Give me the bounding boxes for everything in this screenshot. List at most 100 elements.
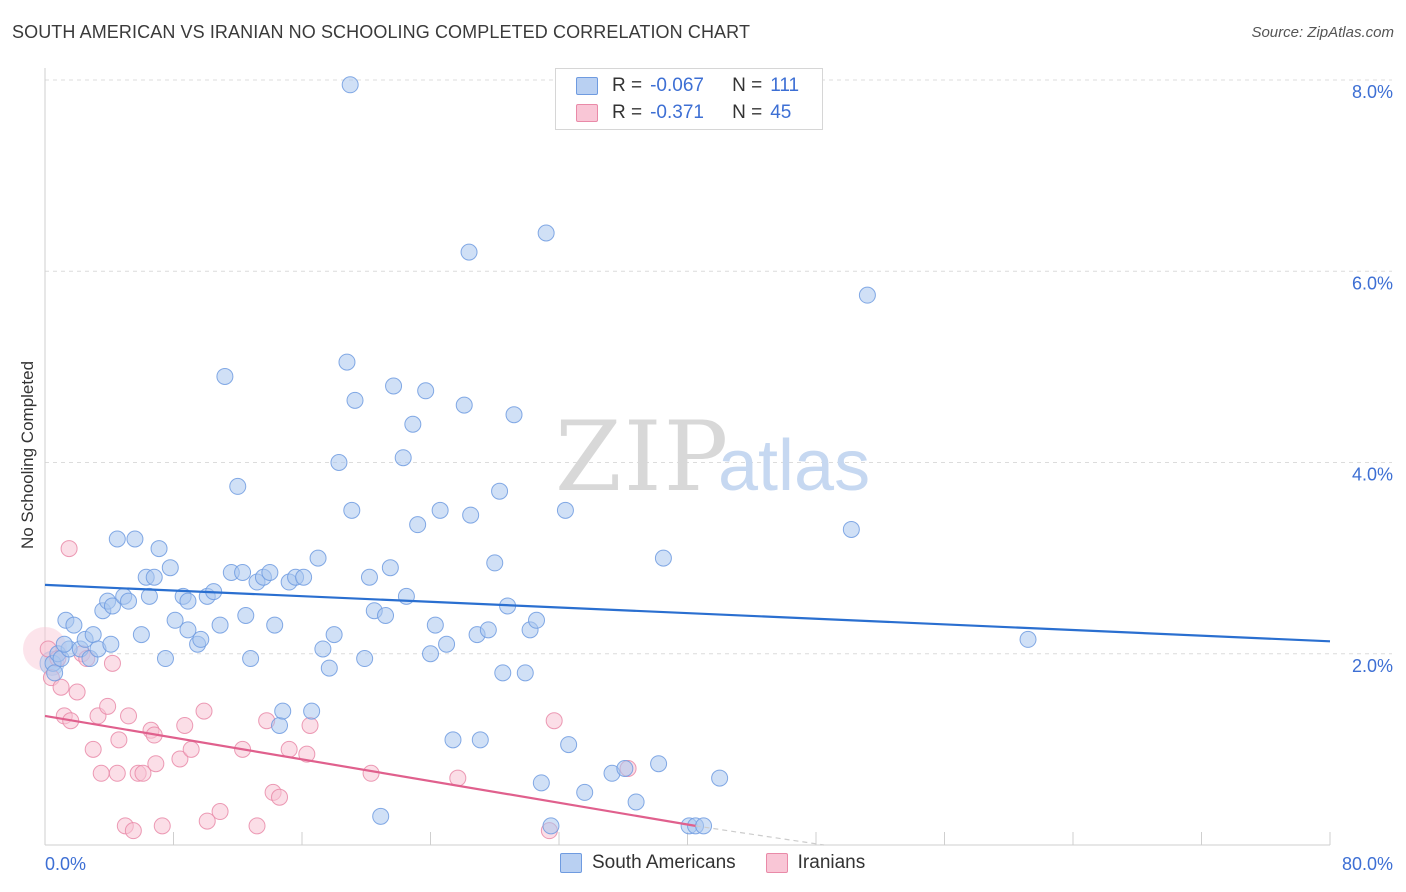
south-american-point xyxy=(377,607,395,624)
iranian-point xyxy=(280,740,298,758)
south-american-point xyxy=(102,635,120,653)
iranian-point xyxy=(182,740,200,758)
legend-n-value: 45 xyxy=(770,102,792,123)
iranian-point xyxy=(176,716,194,734)
iranian-point xyxy=(103,654,121,672)
south-american-point xyxy=(179,592,197,610)
south-american-point xyxy=(126,530,144,548)
south-american-point xyxy=(426,616,444,634)
south-american-point xyxy=(229,477,247,495)
south-american-point xyxy=(303,702,321,720)
south-american-point xyxy=(295,568,313,586)
south-american-point xyxy=(385,377,403,395)
south-american-point xyxy=(409,516,427,534)
south-american-point xyxy=(330,454,348,471)
south-american-point xyxy=(438,635,456,653)
y-tick-label: 6.0% xyxy=(1352,273,1393,293)
south-american-point xyxy=(422,645,439,663)
south-american-point xyxy=(166,611,184,629)
south-american-point xyxy=(145,568,163,586)
south-american-point xyxy=(560,736,578,754)
legend-n-label: N = xyxy=(732,75,763,96)
south-american-point xyxy=(343,501,361,519)
south-american-point xyxy=(108,530,126,548)
south-american-point xyxy=(711,769,729,787)
south-american-point xyxy=(444,731,462,749)
legend-r-value: -0.371 xyxy=(650,102,704,123)
legend-swatch-pink xyxy=(765,853,788,873)
legend-swatch-blue xyxy=(576,77,598,95)
legend-swatch-blue xyxy=(560,853,582,873)
south-american-point xyxy=(84,626,102,644)
south-american-point xyxy=(346,391,364,409)
iranian-point xyxy=(108,764,126,782)
south-american-point xyxy=(46,664,64,682)
south-american-point xyxy=(479,621,497,639)
south-american-point xyxy=(156,650,174,668)
south-american-point xyxy=(486,554,504,572)
iranian-point xyxy=(153,817,171,835)
iranian-point xyxy=(60,540,78,558)
legend-row-iranians: R = -0.371 N = 45 xyxy=(576,101,791,125)
legend-item-south-americans: South Americans xyxy=(560,852,736,874)
legend-n-value: 111 xyxy=(770,75,800,96)
south-american-point xyxy=(381,559,399,577)
iranian-point xyxy=(99,697,117,715)
source-label: Source: ZipAtlas.com xyxy=(1251,24,1394,41)
legend-row-south-americans: R = -0.067 N = 111 xyxy=(576,74,799,98)
south-american-point xyxy=(650,755,668,773)
south-american-point xyxy=(261,563,279,581)
iranian-point xyxy=(211,803,229,821)
y-tick-label: 8.0% xyxy=(1352,82,1393,102)
south-american-point xyxy=(314,640,332,658)
south-american-point xyxy=(627,793,645,811)
south-american-point xyxy=(460,243,478,261)
iranian-point xyxy=(110,731,128,749)
south-american-point xyxy=(192,630,210,648)
x-tick-label-min: 0.0% xyxy=(45,854,86,874)
iranian-point xyxy=(134,764,152,782)
south-american-point xyxy=(455,396,473,414)
south-american-point xyxy=(266,616,284,634)
iranian-point xyxy=(198,812,216,830)
south-american-point xyxy=(528,611,546,629)
south-american-point xyxy=(216,367,234,385)
iranian-point xyxy=(271,788,289,806)
legend-label-iranians: Iranians xyxy=(797,852,866,873)
trendline-south-americans xyxy=(44,583,1331,643)
legend-r-value: -0.067 xyxy=(650,75,704,96)
south-american-point xyxy=(858,286,876,304)
iranian-point xyxy=(92,764,110,782)
iranian-point xyxy=(68,683,86,701)
y-tick-label: 2.0% xyxy=(1352,656,1393,676)
south-american-point xyxy=(556,501,574,519)
south-american-point xyxy=(494,664,512,682)
y-tick-label: 4.0% xyxy=(1352,465,1393,485)
iranian-point xyxy=(147,755,165,773)
iranian-point xyxy=(124,822,142,840)
series-legend: South Americans Iranians xyxy=(560,852,895,874)
south-american-point xyxy=(161,559,179,577)
south-american-point xyxy=(471,731,489,749)
legend-label-south-americans: South Americans xyxy=(592,852,736,873)
south-american-point xyxy=(237,607,255,624)
south-american-point xyxy=(325,626,343,644)
chart-title: SOUTH AMERICAN VS IRANIAN NO SCHOOLING C… xyxy=(12,22,751,42)
south-american-point xyxy=(140,587,158,605)
south-american-point xyxy=(491,482,509,500)
south-american-point xyxy=(309,549,327,567)
trendline-iranians-extension xyxy=(695,825,825,846)
south-american-point xyxy=(242,650,260,668)
south-american-point xyxy=(65,616,83,634)
south-american-point xyxy=(462,506,480,524)
legend-n-label: N = xyxy=(732,102,763,123)
south-american-point xyxy=(271,716,289,734)
south-american-point xyxy=(320,659,338,677)
south-american-point xyxy=(431,501,449,519)
south-american-point xyxy=(542,817,560,835)
iranian-point xyxy=(84,740,102,758)
south-american-point xyxy=(576,783,594,801)
south-american-point xyxy=(417,382,435,400)
south-american-point xyxy=(55,635,73,653)
